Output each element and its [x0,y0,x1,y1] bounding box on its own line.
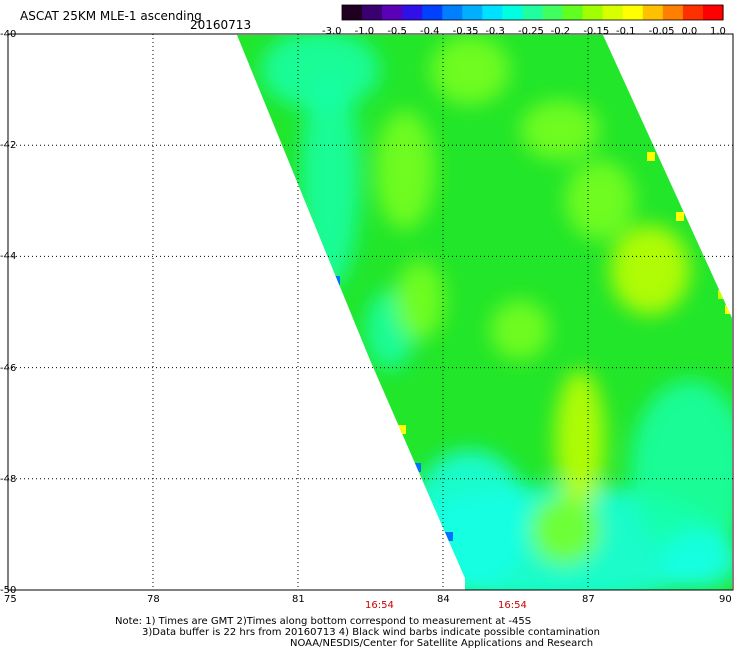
colorbar-segment [542,5,564,20]
colorbar-segment [422,5,443,20]
swath-pixel [445,532,453,541]
longitude-label: 75 [4,594,17,605]
colorbar-tick-label: -0.15 [583,26,610,37]
time-label-1: 16:54 [365,600,394,611]
latitude-label: -50 [0,585,17,596]
graticule [8,34,733,590]
colorbar-tick-label: -0.05 [648,26,675,37]
longitude-label: 78 [147,594,160,605]
colorbar-tick-label: 0.0 [681,26,698,37]
product-date: 20160713 [190,18,252,32]
colorbar-segment [682,5,704,20]
colorbar-segment [562,5,584,20]
longitude-label: 87 [582,594,595,605]
colorbar-segment [582,5,604,20]
swath-region [375,110,435,230]
swath-region [395,260,445,340]
swath-region [565,160,635,240]
longitude-label: 90 [719,594,732,605]
swath-region [530,495,600,565]
swath-pixel [647,152,655,161]
colorbar-tick-label: -1.0 [354,26,375,37]
swath-region [300,70,360,290]
colorbar-segment [522,5,544,20]
latitude-label: -42 [0,140,17,152]
longitude-label: 84 [437,594,450,605]
colorbar [341,4,724,21]
swath-pixel [676,212,684,221]
swath-pixel [398,425,406,434]
colorbar-segment [402,5,423,20]
colorbar-segment [462,5,483,20]
swath-pixel [332,276,340,285]
colorbar-tick-label: -0.2 [550,26,571,37]
swath-region [410,450,530,590]
scatterometer-swath [237,35,732,590]
colorbar-tick-label: -0.4 [420,26,440,37]
colorbar-segment [622,5,644,20]
colorbar-segment [342,5,363,20]
swath-pixel [718,290,726,299]
note-line-2: 3)Data buffer is 22 hrs from 20160713 4)… [142,627,600,638]
swath-region [260,35,380,110]
note-line-3: NOAA/NESDIS/Center for Satellite Applica… [290,638,594,649]
colorbar-segment [642,5,664,20]
swath-region [430,35,510,105]
time-label-2: 16:54 [498,600,527,611]
swath-region [610,225,690,315]
colorbar-segment [662,5,684,20]
colorbar-segment [482,5,504,20]
product-title: ASCAT 25KM MLE-1 ascending [20,9,202,23]
colorbar-tick-label: -3.0 [322,26,342,37]
swath-region [555,370,605,510]
latitude-label: -46 [0,362,17,374]
latitude-label: -44 [0,251,17,263]
longitude-label: 81 [292,594,305,605]
colorbar-segment [502,5,524,20]
colorbar-segment [602,5,624,20]
swath-pixel [413,463,421,472]
colorbar-segment [442,5,463,20]
note-line-1: Note: 1) Times are GMT 2)Times along bot… [115,616,532,627]
colorbar-tick-label: -0.25 [518,26,544,37]
colorbar-tick-label: 1.0 [710,26,726,37]
colorbar-segment [382,5,403,20]
swath-pixel [725,305,732,314]
swath-region [630,380,732,560]
map-frame [7,33,734,591]
latitude-label: -40 [0,29,17,40]
swath-region [490,300,550,360]
colorbar-tick-label: -0.5 [387,26,407,37]
colorbar-segment [362,5,383,20]
colorbar-tick-label: -0.3 [485,26,505,37]
latitude-label: -48 [0,473,17,485]
colorbar-tick-label: -0.35 [452,26,479,37]
colorbar-tick-label: -0.1 [616,26,636,37]
colorbar-segment [702,5,724,20]
swath-region [660,530,732,590]
